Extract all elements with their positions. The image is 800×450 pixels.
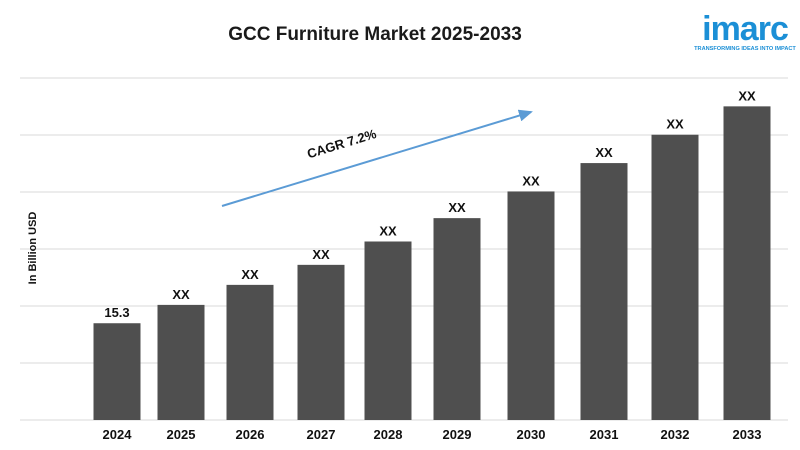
bar-2028	[364, 241, 412, 420]
chart-title: GCC Furniture Market 2025-2033	[228, 24, 522, 45]
x-tick-2032: 2032	[661, 427, 690, 442]
bar-2025	[157, 304, 205, 420]
bar-2027	[297, 264, 345, 420]
data-label-2028: XX	[379, 223, 397, 238]
logo-tagline: TRANSFORMING IDEAS INTO IMPACT	[694, 46, 796, 52]
x-tick-2027: 2027	[307, 427, 336, 442]
data-label-2032: XX	[666, 117, 684, 132]
data-label-2029: XX	[448, 200, 466, 215]
x-tick-2033: 2033	[733, 427, 762, 442]
x-tick-labels: 2024 2025 2026 2027 2028 2029 2030 2031 2032 2033	[103, 427, 762, 442]
bar-2024	[93, 323, 141, 420]
bar-2032	[651, 134, 699, 420]
y-axis-label: In Billion USD	[27, 212, 39, 285]
bar-2030	[507, 191, 555, 420]
x-tick-2026: 2026	[236, 427, 265, 442]
x-tick-2028: 2028	[374, 427, 403, 442]
bar-2031	[580, 163, 628, 420]
bars	[93, 106, 771, 421]
x-tick-2030: 2030	[517, 427, 546, 442]
cagr-label: CAGR 7.2%	[305, 126, 378, 161]
x-tick-2025: 2025	[167, 427, 196, 442]
data-label-2031: XX	[595, 145, 613, 160]
logo-brand: imarc	[702, 10, 788, 48]
data-label-2027: XX	[312, 247, 330, 262]
bar-2029	[433, 218, 481, 420]
x-tick-2031: 2031	[590, 427, 619, 442]
data-label-2033: XX	[738, 88, 756, 103]
data-label-2025: XX	[172, 287, 190, 302]
bar-2033	[723, 106, 771, 421]
data-label-2024: 15.3	[104, 305, 129, 320]
bar-2026	[226, 284, 274, 420]
data-label-2026: XX	[241, 267, 259, 282]
data-label-2030: XX	[522, 173, 540, 188]
imarc-logo: imarc TRANSFORMING IDEAS INTO IMPACT	[694, 10, 796, 52]
data-labels: 15.3 XX XX XX XX XX XX XX XX XX	[104, 88, 756, 320]
cagr-arrow-icon	[221, 109, 533, 207]
x-tick-2024: 2024	[103, 427, 133, 442]
x-tick-2029: 2029	[443, 427, 472, 442]
